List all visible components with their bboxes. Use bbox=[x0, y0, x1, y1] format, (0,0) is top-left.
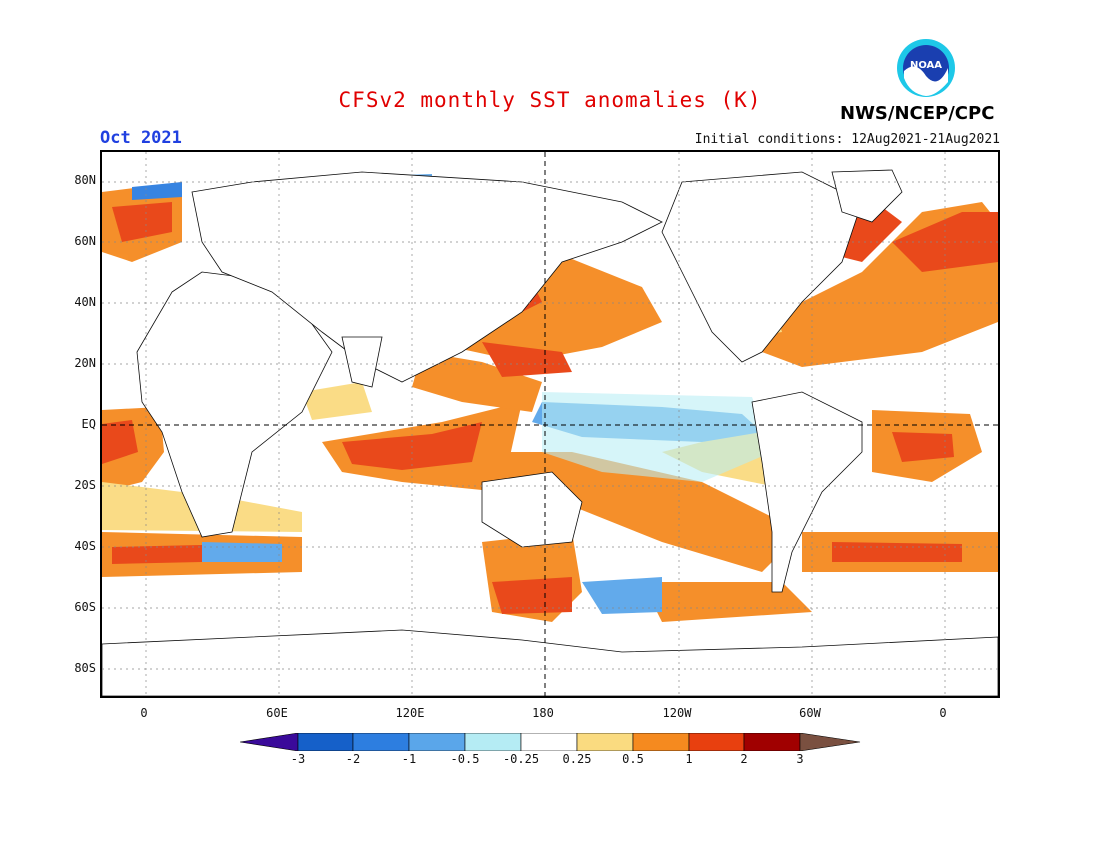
initial-conditions-label: Initial conditions: 12Aug2021-21Aug2021 bbox=[694, 132, 1000, 147]
lat-label: 80N bbox=[74, 173, 96, 187]
colorbar-label: 0.25 bbox=[562, 752, 592, 766]
lat-label: EQ bbox=[81, 417, 96, 431]
lat-label: 40N bbox=[74, 295, 96, 309]
colorbar-label: -2 bbox=[345, 752, 361, 766]
colorbar-label: -0.5 bbox=[450, 752, 480, 766]
agency-label: NWS/NCEP/CPC bbox=[840, 103, 995, 124]
lon-label: 60W bbox=[799, 706, 821, 720]
graticule bbox=[102, 152, 998, 696]
lon-label: 0 bbox=[939, 706, 947, 720]
lon-label: 60E bbox=[266, 706, 288, 720]
lat-label: 60N bbox=[74, 234, 96, 248]
lon-label: 0 bbox=[140, 706, 148, 720]
lat-label: 20S bbox=[74, 478, 96, 492]
equator-dateline bbox=[102, 152, 998, 696]
lon-label: 180 bbox=[532, 706, 554, 720]
noaa-logo: NOAA bbox=[897, 39, 955, 97]
map-title: CFSv2 monthly SST anomalies (K) bbox=[338, 88, 762, 112]
noaa-logo-text: NOAA bbox=[910, 60, 942, 71]
lon-label: 120E bbox=[395, 706, 425, 720]
sst-anomaly-map bbox=[100, 150, 1000, 698]
lat-label: 20N bbox=[74, 356, 96, 370]
colorbar-label: -3 bbox=[290, 752, 306, 766]
anomaly-fields bbox=[102, 169, 998, 696]
colorbar-label: -1 bbox=[401, 752, 417, 766]
lon-label: 120W bbox=[662, 706, 692, 720]
lat-label: 80S bbox=[74, 661, 96, 675]
colorbar-label: 3 bbox=[796, 752, 804, 766]
lat-label: 40S bbox=[74, 539, 96, 553]
forecast-month: Oct 2021 bbox=[100, 128, 182, 148]
colorbar-label: 2 bbox=[740, 752, 748, 766]
colorbar bbox=[240, 733, 861, 751]
lat-label: 60S bbox=[74, 600, 96, 614]
colorbar-label: 0.5 bbox=[622, 752, 644, 766]
colorbar-label: -0.25 bbox=[502, 752, 540, 766]
colorbar-label: 1 bbox=[685, 752, 693, 766]
